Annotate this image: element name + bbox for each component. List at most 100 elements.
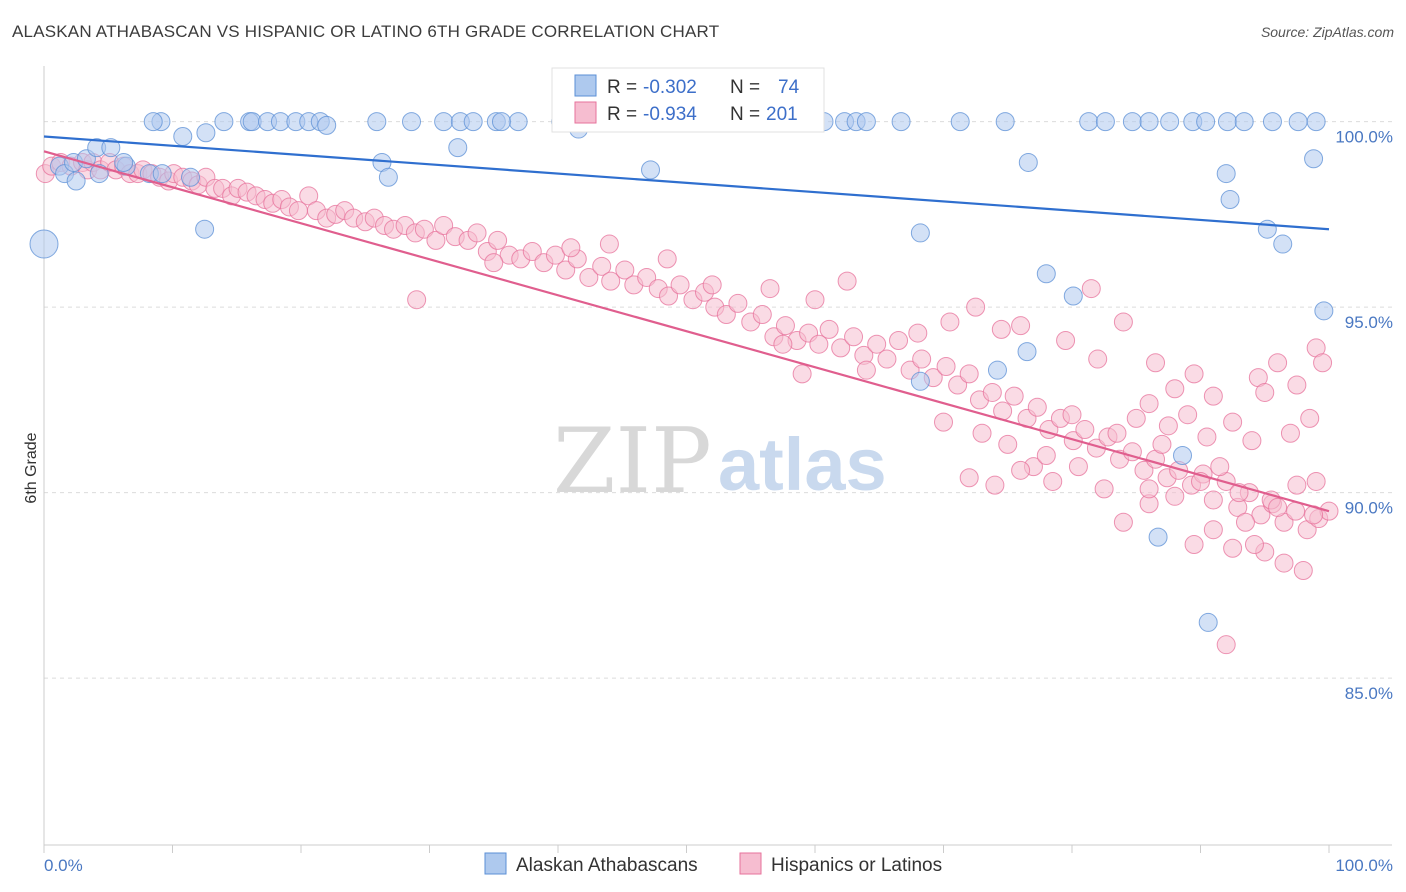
blue-point-53 — [995, 112, 1015, 132]
pink-point-162 — [1255, 382, 1275, 402]
pink-point-143 — [1081, 279, 1101, 299]
pink-point-126 — [484, 253, 504, 273]
pink-point-151 — [1268, 353, 1288, 373]
pink-point-93 — [959, 364, 979, 384]
pink-point-52 — [488, 230, 508, 250]
pink-point-180 — [1274, 553, 1294, 573]
pink-point-127 — [561, 238, 581, 258]
pink-point-146 — [1146, 353, 1166, 373]
pink-point-163 — [1280, 423, 1300, 443]
pink-point-183 — [1216, 635, 1236, 655]
chart-source: Source: ZipAtlas.com — [1260, 24, 1394, 40]
pink-point-75 — [752, 305, 772, 325]
blue-point-55 — [1095, 112, 1115, 132]
pink-point-142 — [1056, 331, 1076, 351]
pink-point-77 — [775, 316, 795, 336]
stats-legend-n-label-pink: N = — [730, 104, 760, 125]
pink-point-136 — [856, 360, 876, 380]
pink-point-155 — [1126, 408, 1146, 428]
pink-point-132 — [805, 290, 825, 310]
pink-point-85 — [867, 334, 887, 354]
pink-point-158 — [1178, 405, 1198, 425]
pink-point-87 — [889, 331, 909, 351]
pink-point-189 — [1062, 405, 1082, 425]
pink-point-141 — [1011, 316, 1031, 336]
pink-point-144 — [1088, 349, 1108, 369]
pink-point-92 — [948, 375, 968, 395]
blue-point-58 — [1160, 112, 1180, 132]
pink-point-171 — [1094, 479, 1114, 499]
blue-point-66 — [1216, 164, 1236, 184]
pink-point-148 — [1184, 364, 1204, 384]
blue-point-10 — [114, 152, 134, 172]
pink-point-60 — [579, 267, 599, 287]
axes — [43, 66, 1392, 853]
blue-point-29 — [402, 112, 422, 132]
x-tick-label-1: 100.0% — [1335, 856, 1393, 875]
blue-trend-line — [43, 135, 1330, 231]
pink-point-160 — [1223, 412, 1243, 432]
blue-point-57 — [1139, 112, 1159, 132]
blue-point-50 — [950, 112, 970, 132]
series-legend-label-blue: Alaskan Athabascans — [516, 855, 698, 876]
blue-point-16 — [152, 164, 172, 184]
blue-point-38 — [491, 112, 511, 132]
blue-point-28 — [367, 112, 387, 132]
y-axis-title: 6th Grade — [23, 432, 40, 503]
stats-legend-r-label-blue: R = — [607, 77, 637, 98]
pink-point-186 — [985, 475, 1005, 495]
pink-point-187 — [959, 468, 979, 488]
pink-point-108 — [1134, 460, 1154, 480]
pink-point-137 — [908, 323, 928, 343]
pink-point-83 — [844, 327, 864, 347]
stats-legend: R = -0.302 N = 74 R = -0.934 N = 201 — [551, 67, 825, 133]
blue-point-54 — [1079, 112, 1099, 132]
pink-point-166 — [972, 423, 992, 443]
y-tick-label-1: 95.0% — [1345, 313, 1393, 332]
blue-point-76 — [1173, 446, 1193, 465]
gridlines — [44, 121, 1392, 679]
watermark: ZIP atlas — [553, 409, 887, 514]
x-tick-label-0: 0.0% — [44, 856, 83, 875]
pink-point-121 — [1286, 501, 1306, 521]
pink-point-97 — [1004, 386, 1024, 406]
blue-point-64 — [1288, 112, 1308, 132]
pink-point-57 — [545, 245, 565, 265]
blue-point-60 — [1196, 112, 1216, 132]
blue-point-73 — [1036, 264, 1056, 284]
blue-point-49 — [891, 112, 911, 132]
trend-lines — [43, 135, 1330, 513]
pink-point-139 — [966, 297, 986, 317]
pink-point-131 — [760, 279, 780, 299]
chart-title: ALASKAN ATHABASCAN VS HISPANIC OR LATINO… — [12, 22, 720, 41]
blue-point-78 — [1257, 219, 1277, 239]
pink-point-185 — [1011, 460, 1031, 480]
pink-point-135 — [792, 364, 812, 384]
pink-point-68 — [670, 275, 690, 295]
pink-point-55 — [522, 241, 542, 261]
stats-legend-n-value-pink: 201 — [766, 104, 798, 125]
pink-point-184 — [1139, 479, 1159, 499]
pink-point-145 — [1113, 312, 1133, 332]
pink-point-147 — [1165, 379, 1185, 399]
pink-point-33 — [299, 186, 319, 206]
blue-point-27 — [317, 115, 337, 135]
pink-point-176 — [1203, 520, 1223, 540]
pink-point-174 — [1165, 486, 1185, 506]
blue-point-77 — [1198, 612, 1218, 632]
pink-point-89 — [912, 349, 932, 369]
blue-point-67 — [1220, 190, 1240, 210]
pink-point-198 — [1244, 535, 1264, 555]
pink-point-149 — [1203, 386, 1223, 406]
blue-point-4 — [66, 171, 86, 191]
series-legend-swatch-pink — [739, 852, 762, 875]
blue-point-48 — [856, 112, 876, 132]
pink-point-99 — [1027, 397, 1047, 417]
pink-point-188 — [1036, 446, 1056, 465]
pink-point-170 — [1068, 457, 1088, 477]
pink-point-129 — [657, 249, 677, 269]
pink-point-62 — [601, 271, 621, 291]
pink-point-169 — [1043, 471, 1063, 491]
stats-legend-n-label-blue: N = — [730, 77, 760, 98]
pink-point-164 — [1300, 408, 1320, 428]
